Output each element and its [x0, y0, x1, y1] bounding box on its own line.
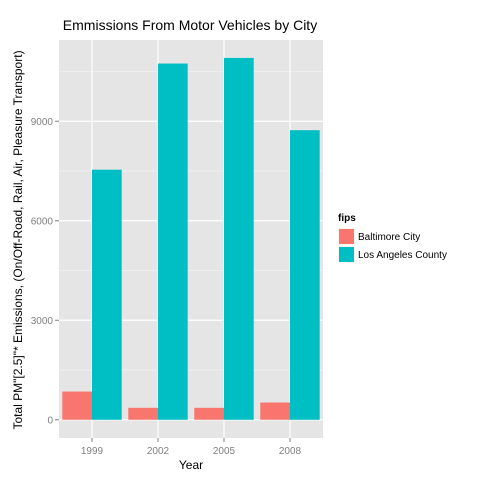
- bar-los-angeles-county: [290, 130, 320, 420]
- y-tick-label: 9000: [31, 117, 54, 128]
- bar-baltimore-city: [128, 407, 158, 420]
- axes: 0 3000 6000 9000 1999 2002 2005 2008: [31, 117, 302, 457]
- bar-baltimore-city: [62, 391, 92, 420]
- bar-los-angeles-county: [224, 57, 254, 420]
- bars: [62, 57, 320, 420]
- bar-los-angeles-county: [92, 169, 122, 420]
- legend-swatch: [339, 247, 354, 262]
- legend: fips Baltimore City Los Angeles County: [337, 213, 447, 264]
- x-tick-label: 2002: [147, 446, 170, 457]
- x-axis-title: Year: [179, 458, 203, 472]
- bar-baltimore-city: [260, 402, 290, 420]
- legend-title: fips: [338, 213, 356, 224]
- legend-items: Baltimore City Los Angeles County: [337, 227, 447, 264]
- legend-label: Los Angeles County: [358, 250, 447, 261]
- bar-los-angeles-county: [158, 63, 188, 420]
- x-tick-label: 2005: [213, 446, 236, 457]
- x-tick-label: 2008: [279, 446, 302, 457]
- y-tick-label: 0: [47, 415, 53, 426]
- y-tick-label: 6000: [31, 216, 54, 227]
- legend-label: Baltimore City: [358, 232, 420, 243]
- chart-title: Emmissions From Motor Vehicles by City: [63, 17, 317, 33]
- y-axis-title: Total PM"[2.5]"* Emissions, (On/Off-Road…: [11, 50, 25, 429]
- y-tick-label: 3000: [31, 316, 54, 327]
- x-tick-label: 1999: [81, 446, 104, 457]
- bar-baltimore-city: [194, 407, 224, 420]
- legend-swatch: [339, 229, 354, 244]
